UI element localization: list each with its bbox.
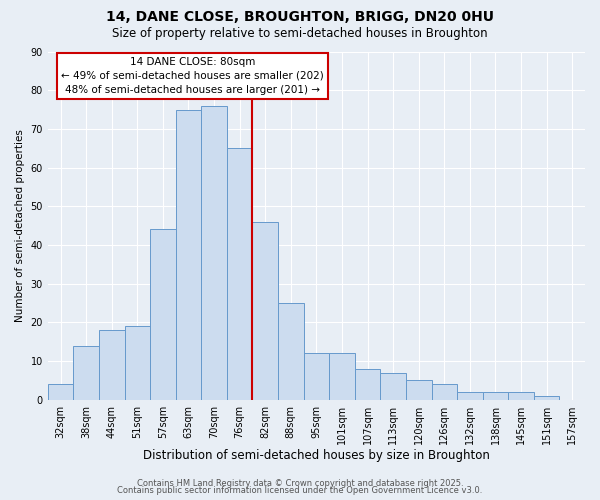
Bar (125, 326, 150, 400)
Bar (73, 346, 99, 400)
Bar (482, 392, 508, 400)
Bar (355, 369, 380, 400)
Y-axis label: Number of semi-detached properties: Number of semi-detached properties (15, 129, 25, 322)
Bar (201, 106, 227, 400)
Text: 14 DANE CLOSE: 80sqm
← 49% of semi-detached houses are smaller (202)
48% of semi: 14 DANE CLOSE: 80sqm ← 49% of semi-detac… (61, 56, 324, 94)
Bar (457, 392, 482, 400)
Bar (534, 396, 559, 400)
Bar (99, 330, 125, 400)
X-axis label: Distribution of semi-detached houses by size in Broughton: Distribution of semi-detached houses by … (143, 450, 490, 462)
Bar (304, 354, 329, 400)
Text: Contains public sector information licensed under the Open Government Licence v3: Contains public sector information licen… (118, 486, 482, 495)
Text: 14, DANE CLOSE, BROUGHTON, BRIGG, DN20 0HU: 14, DANE CLOSE, BROUGHTON, BRIGG, DN20 0… (106, 10, 494, 24)
Bar (253, 222, 278, 400)
Bar (406, 380, 431, 400)
Bar (227, 148, 253, 400)
Bar (380, 372, 406, 400)
Bar (150, 230, 176, 400)
Text: Size of property relative to semi-detached houses in Broughton: Size of property relative to semi-detach… (112, 28, 488, 40)
Bar (278, 303, 304, 400)
Bar (48, 384, 73, 400)
Text: Contains HM Land Registry data © Crown copyright and database right 2025.: Contains HM Land Registry data © Crown c… (137, 478, 463, 488)
Bar (431, 384, 457, 400)
Bar (329, 354, 355, 400)
Bar (176, 110, 201, 400)
Bar (508, 392, 534, 400)
